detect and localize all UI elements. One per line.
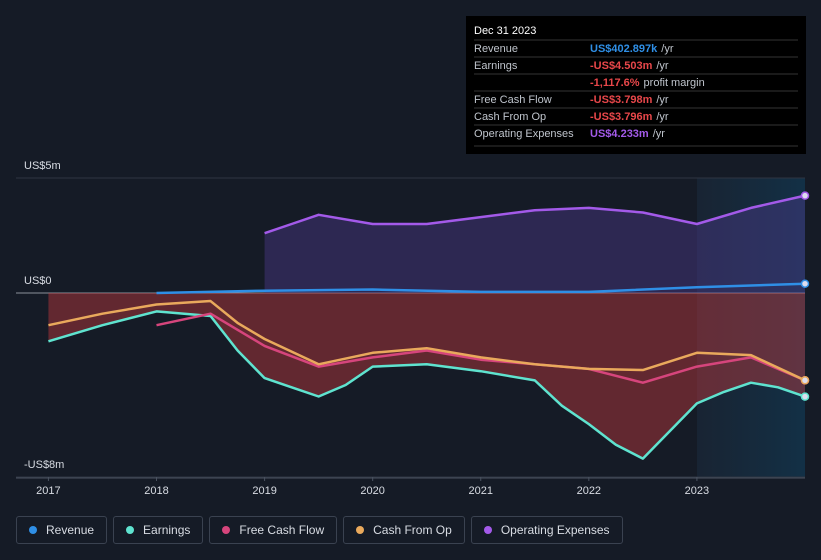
legend-item[interactable]: Cash From Op — [343, 516, 465, 544]
tooltip-label: Revenue — [474, 43, 518, 55]
end-dot — [800, 191, 810, 200]
tooltip-label: Free Cash Flow — [474, 94, 552, 106]
legend-label: Cash From Op — [373, 523, 452, 537]
legend-swatch — [483, 526, 492, 534]
x-tick-label: 2021 — [469, 485, 493, 497]
y-tick-label: -US$8m — [24, 459, 64, 471]
tooltip-unit: /yr — [656, 94, 669, 106]
tooltip-value: US$402.897k — [590, 43, 658, 55]
legend-item[interactable]: Earnings — [113, 516, 204, 544]
legend-item[interactable]: Operating Expenses — [470, 516, 623, 544]
tooltip-value: -US$4.503m — [590, 60, 653, 72]
grid — [16, 177, 805, 481]
highlight-region — [697, 178, 805, 478]
x-tick-label: 2019 — [252, 485, 276, 497]
areas — [48, 195, 805, 459]
tooltip-label: Earnings — [474, 60, 518, 72]
chart: Dec 31 2023 Revenue US$402.897k/yr Earning… — [16, 16, 810, 497]
tooltip-value: -1,117.6% — [590, 77, 640, 89]
x-tick-label: 2023 — [685, 485, 709, 497]
x-tick-label: 2020 — [360, 485, 384, 497]
x-tick-label: 2017 — [36, 485, 60, 497]
series-line — [156, 312, 806, 384]
tooltip-label: Operating Expenses — [474, 128, 574, 140]
tooltip: Dec 31 2023 Revenue US$402.897k/yr Earning… — [466, 16, 806, 154]
legend-label: Earnings — [143, 523, 191, 537]
tooltip-value: US$4.233m — [590, 128, 649, 140]
end-dot — [800, 392, 810, 401]
area — [264, 195, 805, 293]
legend-swatch — [126, 526, 135, 534]
tooltip-unit: /yr — [661, 43, 674, 55]
tooltip-title: Dec 31 2023 — [474, 25, 536, 37]
tooltip-unit: /yr — [653, 128, 666, 140]
legend-item[interactable]: Free Cash Flow — [209, 516, 338, 544]
series-line — [48, 310, 806, 460]
tooltip-box — [466, 16, 806, 154]
legend-label: Free Cash Flow — [239, 523, 325, 537]
end-dot — [800, 376, 810, 385]
area — [48, 293, 805, 459]
y-tick-label: US$5m — [24, 160, 61, 172]
end-dot — [800, 279, 810, 288]
x-tick-label: 2018 — [144, 485, 168, 497]
series-line — [48, 299, 806, 382]
series-line — [156, 282, 806, 295]
tooltip-unit: /yr — [656, 111, 669, 123]
tooltip-unit: profit margin — [644, 77, 705, 89]
legend-swatch — [29, 526, 37, 534]
lines — [48, 191, 810, 460]
legend-label: Operating Expenses — [500, 523, 610, 537]
tooltip-label: Cash From Op — [474, 111, 546, 123]
legend-swatch — [222, 526, 231, 534]
x-tick-label: 2022 — [577, 485, 601, 497]
legend-swatch — [356, 526, 365, 534]
legend-item[interactable]: Revenue — [16, 516, 108, 544]
tooltip-value: -US$3.798m — [590, 94, 653, 106]
legend-label: Revenue — [46, 523, 95, 537]
tooltip-unit: /yr — [656, 60, 669, 72]
y-tick-label: US$0 — [24, 275, 52, 287]
series-line — [264, 194, 806, 235]
tooltip-value: -US$3.796m — [590, 111, 653, 123]
legend: Revenue Earnings Free Cash Flow Cash From O… — [16, 516, 623, 544]
